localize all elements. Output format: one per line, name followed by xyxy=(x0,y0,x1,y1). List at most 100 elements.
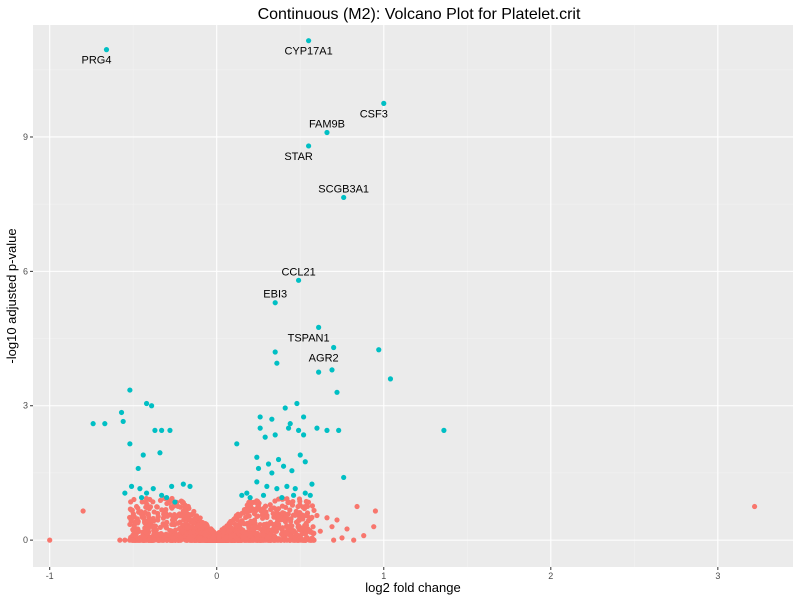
point-nonsignificant xyxy=(174,503,181,509)
point-significant xyxy=(135,465,141,472)
point-nonsignificant xyxy=(130,526,136,533)
point-significant xyxy=(137,486,143,492)
point-nonsignificant xyxy=(293,512,299,518)
point-nonsignificant xyxy=(329,524,335,530)
point-nonsignificant xyxy=(344,526,350,532)
point-significant xyxy=(316,324,322,330)
point-significant xyxy=(148,403,155,409)
point-nonsignificant xyxy=(247,532,253,539)
point-nonsignificant xyxy=(270,537,277,543)
point-nonsignificant xyxy=(261,509,267,515)
point-significant xyxy=(127,387,133,393)
point-significant xyxy=(341,474,347,481)
point-nonsignificant xyxy=(130,537,136,543)
point-nonsignificant xyxy=(265,535,271,541)
point-nonsignificant xyxy=(157,497,164,503)
point-significant xyxy=(244,490,250,496)
point-nonsignificant xyxy=(132,533,138,539)
point-significant xyxy=(282,405,288,411)
point-nonsignificant xyxy=(187,516,193,522)
point-significant xyxy=(300,414,307,420)
point-nonsignificant xyxy=(117,537,123,543)
point-significant xyxy=(285,425,292,431)
point-nonsignificant xyxy=(271,514,277,520)
point-nonsignificant xyxy=(285,524,291,530)
point-nonsignificant xyxy=(130,512,136,519)
y-axis-title: -log10 adjusted p-value xyxy=(4,228,19,363)
point-significant xyxy=(274,486,280,492)
point-significant xyxy=(159,427,165,433)
point-significant xyxy=(297,452,303,458)
point-significant xyxy=(127,441,133,447)
point-nonsignificant xyxy=(142,519,148,525)
point-nonsignificant xyxy=(230,517,237,523)
point-nonsignificant xyxy=(80,508,86,514)
point-significant xyxy=(279,494,285,501)
point-nonsignificant xyxy=(272,528,278,534)
point-nonsignificant xyxy=(210,534,216,541)
point-nonsignificant xyxy=(163,523,169,529)
point-nonsignificant xyxy=(187,524,193,530)
point-nonsignificant xyxy=(179,528,186,534)
point-nonsignificant xyxy=(303,498,309,505)
point-significant xyxy=(300,432,307,438)
point-nonsignificant xyxy=(122,537,128,543)
point-significant xyxy=(324,129,330,136)
point-nonsignificant xyxy=(173,514,179,520)
gene-label: STAR xyxy=(284,151,313,163)
point-significant xyxy=(138,494,145,501)
point-nonsignificant xyxy=(226,528,233,534)
point-significant xyxy=(272,349,278,355)
plot-panel xyxy=(33,25,793,567)
point-significant xyxy=(275,456,282,463)
point-nonsignificant xyxy=(164,513,170,519)
point-nonsignificant xyxy=(277,525,283,531)
point-significant xyxy=(140,452,146,458)
point-significant xyxy=(150,486,156,492)
point-significant xyxy=(234,441,240,447)
point-significant xyxy=(262,434,268,440)
gene-label: CCL21 xyxy=(281,266,315,278)
point-nonsignificant xyxy=(311,530,317,537)
gene-label: PRG4 xyxy=(82,55,112,67)
point-significant xyxy=(306,38,312,44)
point-nonsignificant xyxy=(154,504,160,510)
point-nonsignificant xyxy=(309,535,315,541)
point-nonsignificant xyxy=(314,512,320,519)
point-nonsignificant xyxy=(268,530,274,537)
y-tick-label: 6 xyxy=(23,266,28,276)
point-significant xyxy=(284,483,290,489)
point-significant xyxy=(331,344,337,351)
point-significant xyxy=(180,481,186,487)
point-nonsignificant xyxy=(264,512,270,519)
x-tick-label: 0 xyxy=(214,571,219,581)
point-nonsignificant xyxy=(240,534,246,540)
point-nonsignificant xyxy=(751,503,758,510)
point-nonsignificant xyxy=(128,507,134,513)
point-nonsignificant xyxy=(310,524,316,530)
point-nonsignificant xyxy=(133,503,140,510)
point-significant xyxy=(329,367,335,373)
point-significant xyxy=(307,492,313,498)
point-significant xyxy=(254,479,260,485)
point-nonsignificant xyxy=(299,537,306,543)
point-nonsignificant xyxy=(278,517,284,523)
point-significant xyxy=(290,492,297,498)
point-nonsignificant xyxy=(198,521,205,527)
point-significant xyxy=(294,400,300,407)
point-significant xyxy=(272,300,278,306)
point-nonsignificant xyxy=(145,512,151,518)
point-significant xyxy=(280,463,287,469)
point-significant xyxy=(302,459,308,465)
point-nonsignificant xyxy=(185,503,191,510)
point-nonsignificant xyxy=(242,508,248,514)
y-tick-label: 9 xyxy=(23,132,28,142)
point-significant xyxy=(257,425,263,431)
point-nonsignificant xyxy=(157,524,164,530)
point-nonsignificant xyxy=(334,517,340,523)
point-significant xyxy=(324,427,330,433)
point-nonsignificant xyxy=(284,496,290,502)
point-nonsignificant xyxy=(223,534,229,541)
point-significant xyxy=(269,416,275,422)
point-nonsignificant xyxy=(351,537,357,543)
